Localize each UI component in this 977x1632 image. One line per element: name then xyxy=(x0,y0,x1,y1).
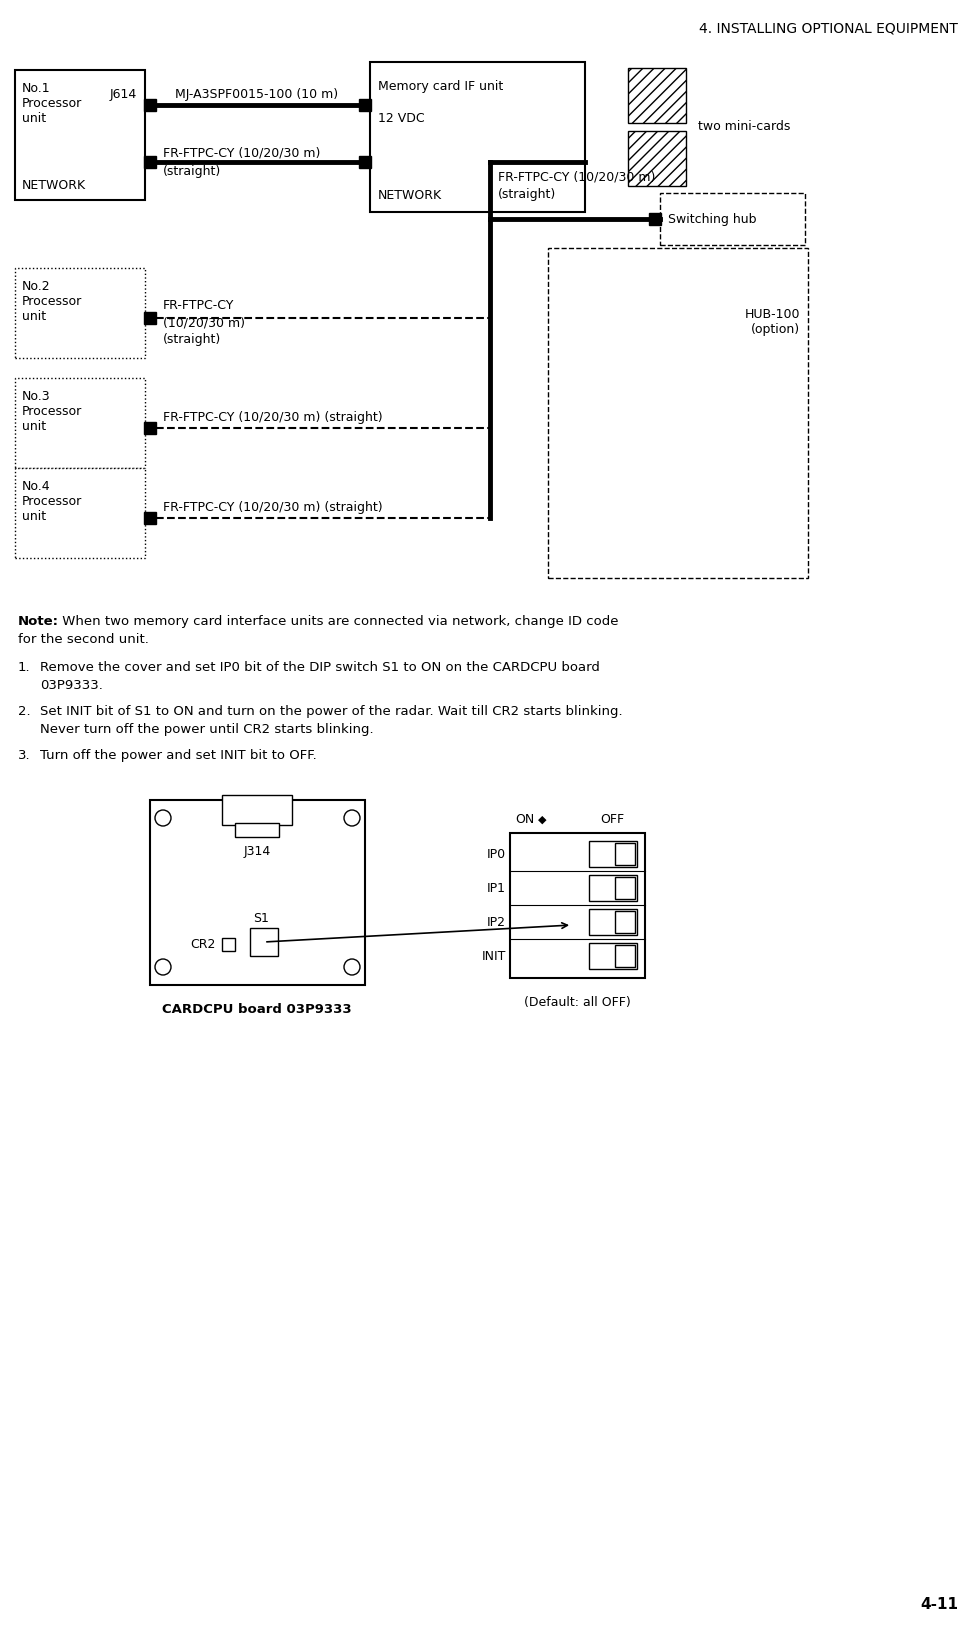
Bar xyxy=(222,938,234,951)
FancyBboxPatch shape xyxy=(359,157,370,168)
Text: Remove the cover and set IP0 bit of the DIP switch S1 to ON on the CARDCPU board: Remove the cover and set IP0 bit of the … xyxy=(40,661,599,674)
Text: MJ-A3SPF0015-100 (10 m): MJ-A3SPF0015-100 (10 m) xyxy=(175,88,338,101)
Text: INIT: INIT xyxy=(481,950,505,963)
Bar xyxy=(250,929,277,956)
Text: CR2: CR2 xyxy=(191,938,216,951)
Bar xyxy=(369,62,584,212)
Bar xyxy=(15,379,145,468)
Text: Turn off the power and set INIT bit to OFF.: Turn off the power and set INIT bit to O… xyxy=(40,749,317,762)
Bar xyxy=(222,795,292,826)
Bar xyxy=(509,832,645,978)
Text: 03P9333.: 03P9333. xyxy=(40,679,103,692)
Text: No.2
Processor
unit: No.2 Processor unit xyxy=(21,281,82,323)
Text: No.4
Processor
unit: No.4 Processor unit xyxy=(21,480,82,522)
Bar xyxy=(588,909,636,935)
Text: (10/20/30 m): (10/20/30 m) xyxy=(163,317,245,330)
Text: 12 VDC: 12 VDC xyxy=(378,113,424,126)
Bar xyxy=(659,193,804,245)
Text: FR-FTPC-CY (10/20/30 m): FR-FTPC-CY (10/20/30 m) xyxy=(163,147,320,160)
Bar xyxy=(149,800,364,986)
Text: FR-FTPC-CY: FR-FTPC-CY xyxy=(163,299,234,312)
Text: No.3
Processor
unit: No.3 Processor unit xyxy=(21,390,82,432)
FancyBboxPatch shape xyxy=(649,214,660,225)
Bar xyxy=(615,844,634,865)
Bar xyxy=(15,468,145,558)
Bar xyxy=(627,69,685,122)
Text: two mini-cards: two mini-cards xyxy=(698,121,789,134)
Text: Never turn off the power until CR2 starts blinking.: Never turn off the power until CR2 start… xyxy=(40,723,373,736)
Text: 3.: 3. xyxy=(18,749,30,762)
Text: FR-FTPC-CY (10/20/30 m) (straight): FR-FTPC-CY (10/20/30 m) (straight) xyxy=(163,501,382,514)
Text: NETWORK: NETWORK xyxy=(21,180,86,193)
Text: IP0: IP0 xyxy=(487,847,505,860)
Text: When two memory card interface units are connected via network, change ID code: When two memory card interface units are… xyxy=(58,615,617,628)
FancyBboxPatch shape xyxy=(144,512,156,524)
Text: Switching hub: Switching hub xyxy=(667,212,756,225)
Bar xyxy=(15,70,145,201)
Text: NETWORK: NETWORK xyxy=(378,189,442,202)
Bar xyxy=(588,840,636,867)
Text: IP1: IP1 xyxy=(487,881,505,894)
Text: J614: J614 xyxy=(109,88,137,101)
Text: S1: S1 xyxy=(253,912,269,925)
Bar xyxy=(615,911,634,934)
FancyBboxPatch shape xyxy=(144,423,156,434)
Text: 2.: 2. xyxy=(18,705,30,718)
FancyBboxPatch shape xyxy=(144,157,156,168)
Text: J314: J314 xyxy=(243,845,271,858)
FancyBboxPatch shape xyxy=(144,312,156,325)
Text: for the second unit.: for the second unit. xyxy=(18,633,149,646)
Bar xyxy=(15,268,145,357)
Text: FR-FTPC-CY (10/20/30 m): FR-FTPC-CY (10/20/30 m) xyxy=(497,171,655,184)
Text: FR-FTPC-CY (10/20/30 m) (straight): FR-FTPC-CY (10/20/30 m) (straight) xyxy=(163,411,382,424)
Text: CARDCPU board 03P9333: CARDCPU board 03P9333 xyxy=(162,1004,352,1017)
Bar xyxy=(547,248,807,578)
Bar xyxy=(588,875,636,901)
Bar xyxy=(234,823,278,837)
Text: 4. INSTALLING OPTIONAL EQUIPMENT: 4. INSTALLING OPTIONAL EQUIPMENT xyxy=(699,21,957,36)
FancyBboxPatch shape xyxy=(359,100,370,111)
Bar xyxy=(615,945,634,968)
Text: OFF: OFF xyxy=(599,813,623,826)
Text: (straight): (straight) xyxy=(497,188,556,201)
Bar xyxy=(627,131,685,186)
Text: Note:: Note: xyxy=(18,615,59,628)
Text: HUB-100
(option): HUB-100 (option) xyxy=(743,308,799,336)
Bar xyxy=(588,943,636,969)
Bar xyxy=(615,876,634,899)
Text: No.1
Processor
unit: No.1 Processor unit xyxy=(21,82,82,126)
Text: Memory card IF unit: Memory card IF unit xyxy=(378,80,503,93)
FancyBboxPatch shape xyxy=(144,100,156,111)
Text: ◆: ◆ xyxy=(537,814,546,826)
Text: 1.: 1. xyxy=(18,661,30,674)
Text: (straight): (straight) xyxy=(163,333,221,346)
Text: ON: ON xyxy=(515,813,533,826)
Text: 4-11: 4-11 xyxy=(919,1598,957,1612)
Text: Set INIT bit of S1 to ON and turn on the power of the radar. Wait till CR2 start: Set INIT bit of S1 to ON and turn on the… xyxy=(40,705,622,718)
Text: IP2: IP2 xyxy=(487,916,505,929)
Text: (Default: all OFF): (Default: all OFF) xyxy=(523,996,630,1009)
Text: (straight): (straight) xyxy=(163,165,221,178)
